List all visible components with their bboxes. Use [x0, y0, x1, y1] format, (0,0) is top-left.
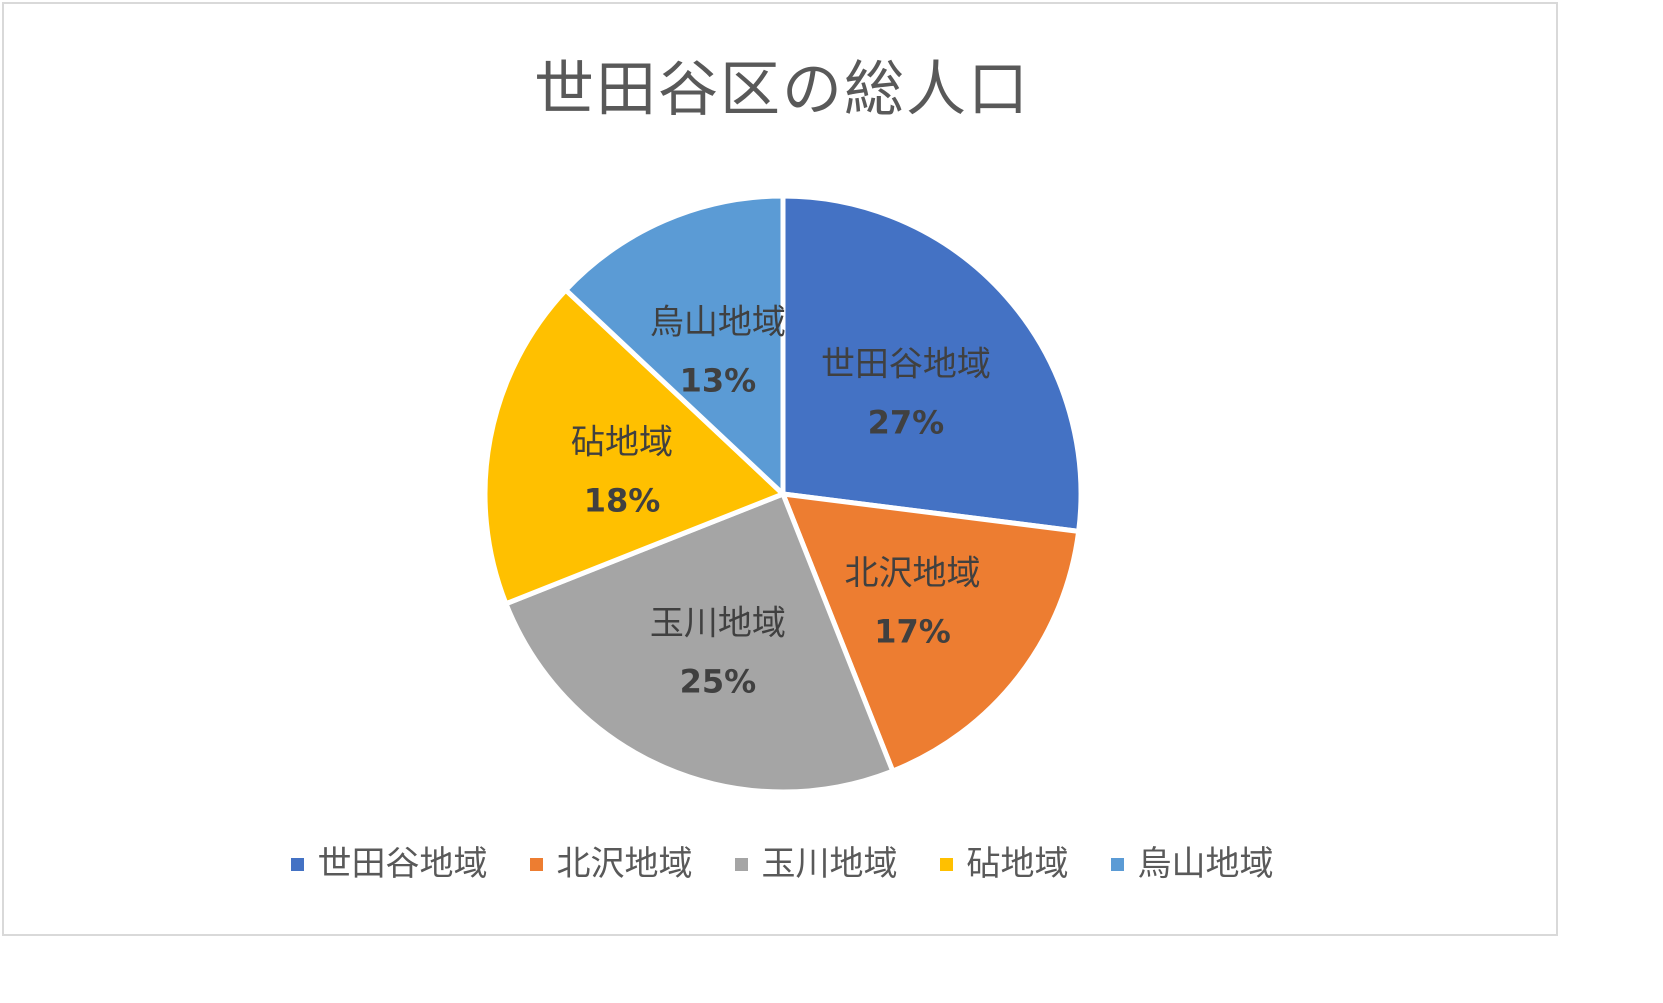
slice-percent-label: 13%	[680, 362, 757, 400]
legend-item: 玉川地域	[734, 842, 898, 886]
chart-area: 世田谷区の総人口 世田谷地域 27% 北沢地域 17% 玉川地域 25% 砧地域 18% 烏山地…	[2, 2, 1558, 936]
legend-label: 世田谷地域	[317, 844, 488, 884]
legend-swatch	[529, 857, 543, 871]
slice-percent-label: 17%	[874, 612, 951, 650]
legend-label: 砧地域	[966, 844, 1069, 884]
pie-slice-1	[780, 193, 1084, 534]
slice-percent-label: 27%	[868, 404, 945, 442]
pie-slice-5	[563, 193, 786, 497]
pie-chart: 世田谷地域 27% 北沢地域 17% 玉川地域 25% 砧地域 18% 烏山地域 13%	[482, 193, 1084, 795]
legend-item: 世田谷地域	[290, 842, 488, 886]
legend-swatch	[939, 857, 953, 871]
legend-item: 烏山地域	[1110, 842, 1274, 886]
pie-slice-3	[503, 491, 896, 795]
slice-category-label: 烏山地域	[650, 303, 786, 343]
slice-percent-label: 25%	[680, 662, 757, 700]
slice-category-label: 北沢地域	[845, 553, 981, 593]
slice-category-label: 砧地域	[571, 422, 673, 462]
legend-label: 北沢地域	[556, 844, 693, 884]
pie-slice-4	[482, 287, 786, 607]
legend-swatch	[290, 857, 304, 871]
slice-category-label: 世田谷地域	[821, 345, 991, 385]
legend: 世田谷地域 北沢地域 玉川地域 砧地域 烏山地域	[4, 842, 1560, 886]
slice-category-label: 玉川地域	[650, 603, 786, 643]
legend-swatch	[1110, 857, 1124, 871]
legend-label: 玉川地域	[761, 844, 898, 884]
legend-item: 砧地域	[939, 842, 1069, 886]
legend-item: 北沢地域	[529, 842, 693, 886]
pie-slice-2	[780, 491, 1082, 774]
chart-title: 世田谷区の総人口	[534, 55, 1030, 125]
legend-label: 烏山地域	[1137, 844, 1274, 884]
slice-percent-label: 18%	[584, 481, 661, 519]
legend-swatch	[734, 857, 748, 871]
